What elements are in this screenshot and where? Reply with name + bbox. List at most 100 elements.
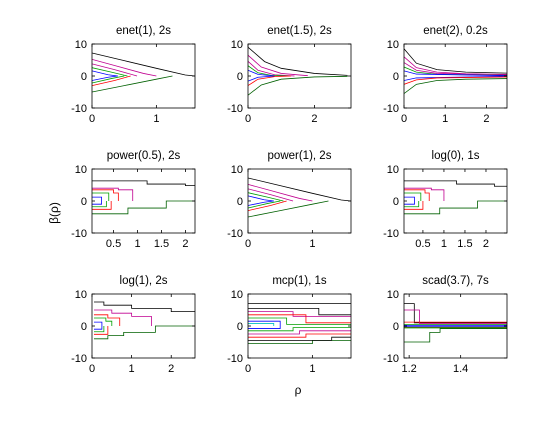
- ytick-label: -10: [71, 353, 87, 365]
- series-line-6: [93, 326, 103, 330]
- series-line-9: [404, 328, 507, 343]
- xtick-label: 0: [89, 113, 95, 125]
- xtick-label: 2: [311, 113, 317, 125]
- series-line-3: [404, 189, 430, 201]
- series-line-5: [248, 69, 275, 77]
- xtick-label: 2: [483, 113, 489, 125]
- series-line-4: [92, 192, 110, 201]
- xtick-label: 1: [134, 238, 140, 250]
- ytick-label: -10: [227, 103, 243, 115]
- ytick-label: 10: [231, 164, 243, 176]
- series-line-3: [93, 314, 121, 326]
- figure-xlabel: ρ: [295, 383, 302, 397]
- series-line-2: [93, 309, 152, 326]
- series-line-2: [248, 308, 351, 316]
- series-line-3: [248, 188, 294, 202]
- series-line-5: [404, 70, 507, 77]
- series-line-8: [404, 78, 507, 94]
- ytick-label: -10: [71, 103, 87, 115]
- series-line-7: [93, 326, 105, 333]
- series-line-2: [92, 58, 157, 77]
- ytick-label: 10: [387, 289, 399, 301]
- series-group: [404, 180, 507, 215]
- ytick-label: 0: [81, 71, 87, 83]
- xtick-label: 0.5: [106, 238, 121, 250]
- series-line-2: [92, 187, 134, 201]
- series-line-8: [404, 201, 424, 210]
- subplot-title: enet(1), 2s: [116, 25, 171, 37]
- ytick-label: 0: [393, 196, 399, 208]
- series-line-8: [248, 75, 348, 96]
- xtick-label: 2: [168, 363, 174, 375]
- series-line-2: [248, 54, 308, 77]
- series-line-1: [92, 180, 195, 187]
- xtick-label: 1.2: [402, 363, 417, 375]
- series-line-5: [93, 321, 103, 326]
- ytick-label: 0: [393, 321, 399, 333]
- xtick-label: 1.5: [457, 238, 472, 250]
- series-line-1: [404, 180, 507, 187]
- series-group: [248, 46, 348, 96]
- series-line-4: [404, 192, 422, 201]
- series-line-6: [92, 75, 118, 81]
- series-line-2: [404, 187, 445, 201]
- subplot-title: power(0.5), 2s: [107, 150, 181, 162]
- series-group: [93, 301, 195, 340]
- xtick-label: 1.4: [453, 363, 468, 375]
- ytick-label: 0: [81, 196, 87, 208]
- series-line-5: [92, 196, 102, 201]
- series-line-9: [92, 75, 173, 93]
- series-line-5: [248, 195, 274, 202]
- xtick-label: 2: [182, 238, 188, 250]
- ytick-label: 0: [237, 321, 243, 333]
- series-group: [92, 52, 195, 93]
- series-line-2: [248, 183, 313, 202]
- subplot-4: -10 0 10 0.5 1 1.5 2 power(0.5), 2s: [71, 150, 196, 250]
- series-line-5: [248, 317, 351, 325]
- series-line-6: [404, 75, 507, 81]
- xtick-label: 0.5: [415, 238, 430, 250]
- axes-background: [404, 294, 507, 358]
- axes-background: [404, 44, 507, 108]
- ytick-label: -10: [227, 353, 243, 365]
- series-line-4: [93, 317, 113, 326]
- ytick-label: 10: [75, 164, 87, 176]
- ytick-label: 10: [231, 39, 243, 51]
- series-line-8: [248, 200, 287, 211]
- series-line-7: [404, 201, 420, 208]
- series-group: [404, 48, 507, 94]
- xtick-label: 1: [442, 113, 448, 125]
- ytick-label: 10: [75, 39, 87, 51]
- series-group: [248, 303, 351, 344]
- series-line-11: [248, 333, 351, 338]
- series-line-1: [248, 46, 348, 76]
- subplot-title: log(1), 2s: [120, 275, 168, 287]
- subplot-title: power(1), 2s: [268, 150, 332, 162]
- series-line-6: [248, 200, 274, 206]
- series-line-4: [92, 67, 128, 77]
- series-line-7: [404, 76, 507, 85]
- xtick-label: 0: [245, 363, 251, 375]
- xtick-label: 1: [309, 363, 315, 375]
- series-line-5: [92, 70, 118, 77]
- subplot-title: log(0), 1s: [432, 150, 480, 162]
- subplot-9: -10 0 10 1.2 1.4 scad(3.7), 7s: [383, 275, 508, 375]
- ytick-label: 0: [237, 71, 243, 83]
- ytick-label: 0: [81, 321, 87, 333]
- ytick-label: -10: [383, 103, 399, 115]
- ytick-label: 10: [387, 164, 399, 176]
- xtick-label: 0: [245, 113, 251, 125]
- series-line-7: [248, 323, 275, 326]
- series-line-3: [404, 62, 507, 76]
- series-line-3: [248, 60, 295, 77]
- ytick-label: 0: [237, 196, 243, 208]
- series-line-7: [248, 75, 292, 86]
- series-line-7: [92, 75, 125, 84]
- series-line-9: [248, 200, 329, 218]
- series-line-1: [92, 52, 195, 77]
